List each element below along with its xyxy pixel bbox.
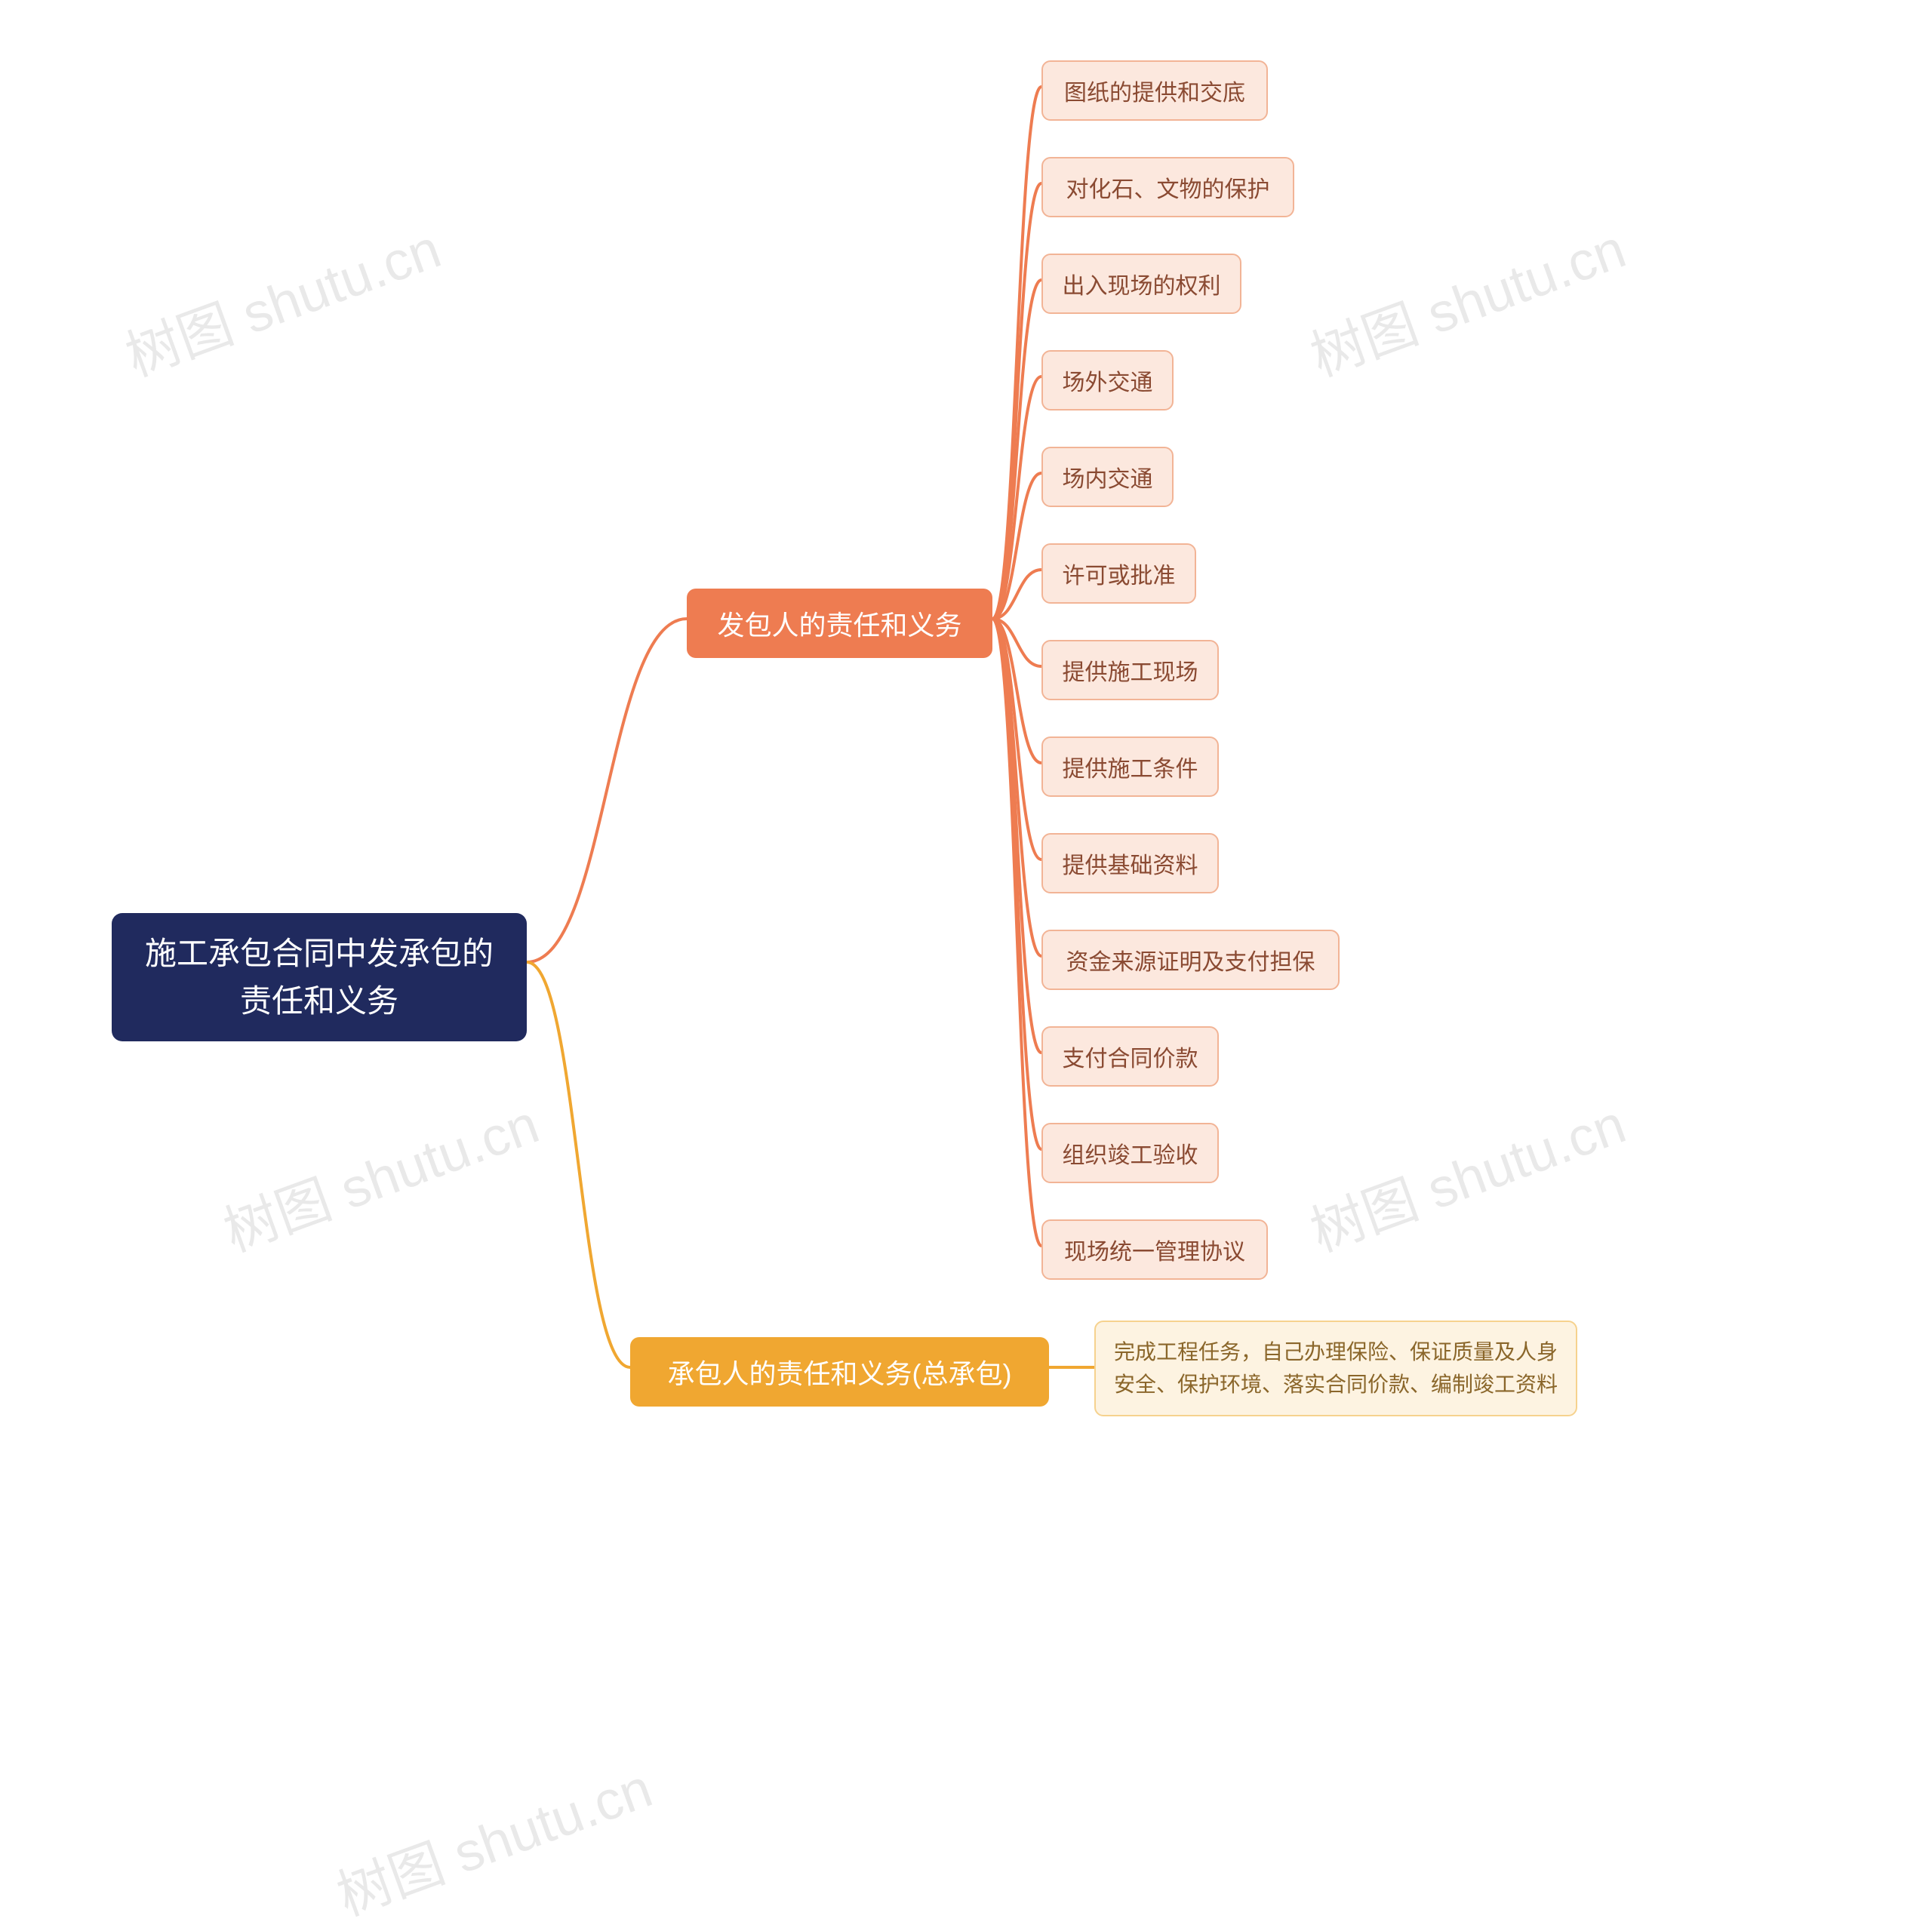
watermark: 树图 shutu.cn: [1298, 1080, 1635, 1267]
watermark: 树图 shutu.cn: [325, 1744, 661, 1931]
branch1-leaf: 出入现场的权利: [1041, 254, 1241, 314]
branch1-leaf: 对化石、文物的保护: [1041, 157, 1294, 217]
branch1-leaf: 场内交通: [1041, 447, 1174, 507]
branch1-leaf: 组织竣工验收: [1041, 1123, 1219, 1183]
branch1-leaf: 图纸的提供和交底: [1041, 60, 1268, 121]
watermark: 树图 shutu.cn: [113, 204, 450, 392]
watermark: 树图 shutu.cn: [211, 1080, 548, 1267]
watermark: 树图 shutu.cn: [1298, 204, 1635, 392]
branch1-node: 发包人的责任和义务: [687, 589, 992, 658]
branch1-leaf: 提供施工条件: [1041, 736, 1219, 797]
branch1-leaf: 支付合同价款: [1041, 1026, 1219, 1087]
mindmap-canvas: 树图 shutu.cn 树图 shutu.cn 树图 shutu.cn 树图 shut…: [0, 0, 1932, 1890]
branch1-leaf: 资金来源证明及支付担保: [1041, 930, 1340, 990]
branch2-leaf: 完成工程任务，自己办理保险、保证质量及人身安全、保护环境、落实合同价款、编制竣工…: [1094, 1321, 1577, 1416]
branch1-leaf: 场外交通: [1041, 350, 1174, 410]
branch2-node: 承包人的责任和义务(总承包): [630, 1337, 1049, 1407]
branch1-leaf: 现场统一管理协议: [1041, 1219, 1268, 1280]
root-node: 施工承包合同中发承包的责任和义务: [112, 913, 527, 1041]
branch1-leaf: 提供施工现场: [1041, 640, 1219, 700]
branch1-leaf: 提供基础资料: [1041, 833, 1219, 893]
branch1-leaf: 许可或批准: [1041, 543, 1196, 604]
